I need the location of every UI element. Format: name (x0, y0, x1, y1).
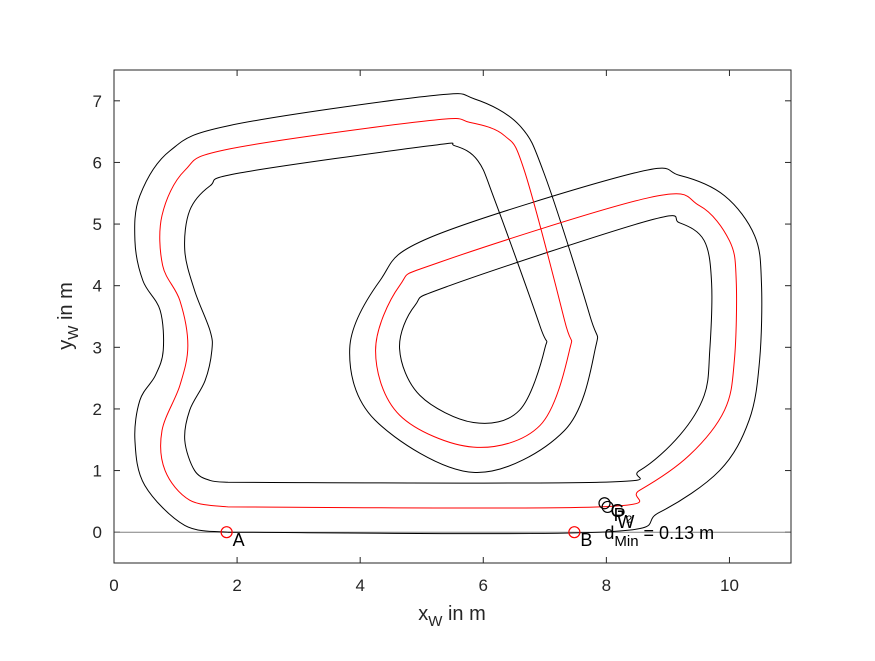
y-axis-label-rest: in m (55, 282, 77, 325)
plot-area (114, 70, 791, 563)
x-axis-label-sub: W (428, 613, 443, 630)
annotation-sup: W (617, 512, 634, 532)
point-marker (220, 526, 233, 539)
point-marker (568, 526, 581, 539)
track-line (159, 117, 738, 509)
point-marker (601, 500, 614, 514)
x-tick-label: 6 (479, 576, 488, 595)
x-tick-label: 0 (109, 576, 118, 595)
y-tick-label: 4 (93, 277, 102, 296)
point-label: A (233, 530, 245, 550)
y-tick-label: 5 (93, 215, 102, 234)
track-line (184, 142, 713, 484)
y-tick-label: 1 (93, 462, 102, 481)
x-tick-label: 4 (355, 576, 364, 595)
y-tick-label: 3 (93, 338, 102, 357)
x-axis-label: xW in m (418, 603, 486, 630)
point-marker (598, 497, 611, 510)
annotation-rest: = 0.13 m (639, 523, 715, 543)
y-axis-label-sub: W (65, 325, 82, 340)
x-tick-label: 10 (720, 576, 739, 595)
y-tick-label: 2 (93, 400, 102, 419)
point-label: G (611, 501, 625, 521)
y-tick-label: 6 (93, 153, 102, 172)
y-tick-label: 0 (93, 523, 102, 542)
y-tick-label: 7 (93, 92, 102, 111)
annotation-main: d (604, 523, 614, 543)
y-axis-label: yW in m (55, 282, 82, 350)
track-line (134, 93, 763, 535)
annotation-sub: Min (614, 533, 638, 550)
x-axis-label-main: x (418, 603, 428, 625)
point-label: P₂ (614, 505, 633, 525)
distance-annotation: dMin = 0.13 m (604, 523, 714, 550)
plot-lines (114, 93, 791, 535)
point-label: B (580, 530, 592, 550)
x-tick-label: 8 (602, 576, 611, 595)
x-axis-label-rest: in m (442, 603, 485, 625)
y-axis-label-main: y (55, 340, 77, 350)
axes-box (113, 69, 792, 564)
x-tick-label: 2 (232, 576, 241, 595)
